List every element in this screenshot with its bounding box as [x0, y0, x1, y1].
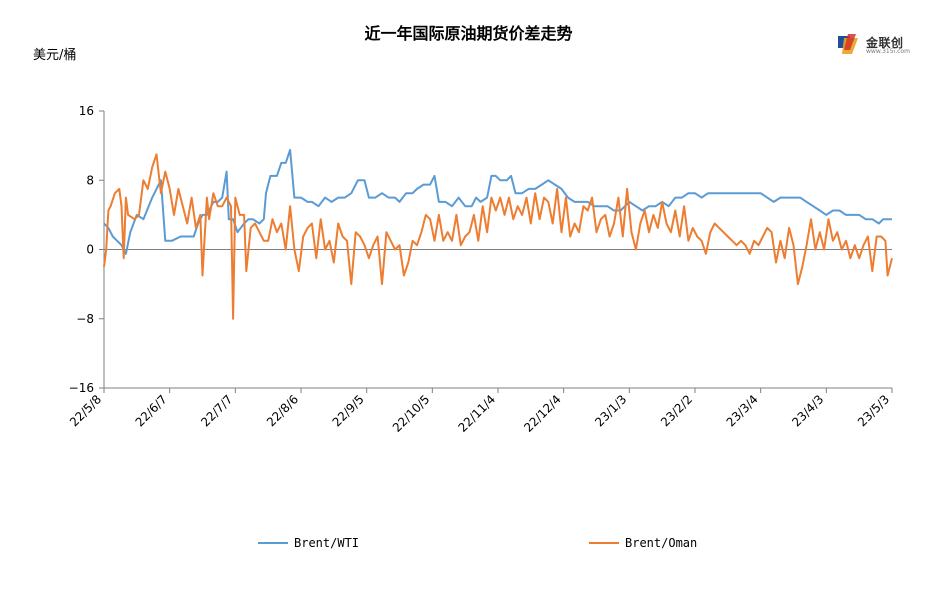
- x-tick-label: 23/4/3: [789, 392, 826, 429]
- y-tick-label: 0: [86, 243, 94, 257]
- legend-swatch-oman: [589, 542, 619, 544]
- legend-swatch-wti: [258, 542, 288, 544]
- chart-title: 近一年国际原油期货价差走势: [364, 24, 573, 43]
- y-unit-label: 美元/桶: [33, 48, 77, 63]
- legend-label-wti: Brent/WTI: [294, 536, 360, 550]
- y-tick-label: 16: [79, 104, 94, 118]
- x-tick-label: 22/9/5: [330, 392, 367, 429]
- x-tick-label: 22/7/7: [198, 392, 235, 429]
- y-tick-label: −8: [76, 312, 94, 326]
- x-tick-label: 22/11/4: [456, 392, 499, 435]
- legend-item-oman: Brent/Oman: [589, 536, 697, 550]
- legend-item-wti: Brent/WTI: [258, 536, 359, 550]
- x-tick-label: 23/1/3: [592, 392, 629, 429]
- legend-label-oman: Brent/Oman: [625, 536, 698, 550]
- x-tick-label: 22/10/5: [390, 392, 433, 435]
- x-tick-label: 22/6/7: [133, 392, 170, 429]
- y-tick-label: −16: [69, 381, 94, 395]
- logo-name: 金联创: [866, 36, 904, 50]
- x-tick-label: 22/12/4: [521, 392, 564, 435]
- logo-subtext: www.315i.com: [866, 48, 910, 55]
- x-tick-label: 23/3/4: [724, 392, 761, 429]
- series-line-brent-wti: [103, 149, 892, 255]
- brand-logo: 金联创 www.315i.com: [836, 32, 916, 58]
- x-tick-label: 23/2/2: [658, 392, 695, 429]
- y-tick-label: 8: [86, 173, 94, 187]
- series-line-brent-oman: [103, 153, 893, 320]
- logo-mark-icon: [838, 34, 858, 54]
- x-tick-label: 22/8/6: [264, 392, 301, 429]
- series-layer: [103, 149, 893, 320]
- x-tick-label: 22/5/8: [67, 392, 104, 429]
- x-tick-label: 23/5/3: [855, 392, 892, 429]
